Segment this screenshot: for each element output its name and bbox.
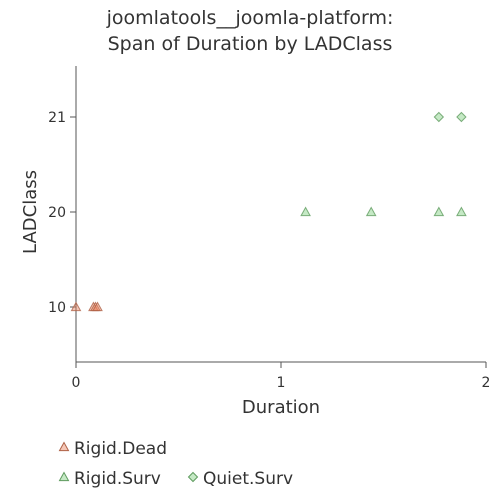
point-quiet-surv-1 <box>456 111 467 123</box>
y-axis-label: LADClass <box>20 170 41 254</box>
chart-title-line-1: joomlatools__joomla-platform: <box>106 7 394 29</box>
point-quiet-surv-0 <box>433 111 445 123</box>
x-tick-label-0: 0 <box>72 375 81 391</box>
x-tick-label-2: 2 <box>482 375 491 391</box>
legend-marker-0 <box>58 441 70 452</box>
y-tick-label-1: 20 <box>48 205 66 221</box>
point-rigid-surv-3 <box>456 206 467 217</box>
point-rigid-dead-0 <box>70 301 82 312</box>
legend-marker-1 <box>58 471 70 482</box>
y-tick-label-2: 21 <box>48 110 66 126</box>
point-rigid-surv-0 <box>300 206 311 217</box>
y-tick-label-0: 10 <box>48 300 66 316</box>
point-rigid-surv-1 <box>365 206 377 217</box>
legend-label-1: Rigid.Surv <box>74 469 161 489</box>
x-tick-label-1: 1 <box>277 375 286 391</box>
x-axis-label: Duration <box>242 397 320 418</box>
point-rigid-dead-3 <box>92 301 103 312</box>
legend-label-0: Rigid.Dead <box>74 439 167 459</box>
legend-marker-2 <box>187 471 199 483</box>
legend-label-2: Quiet.Surv <box>203 469 293 489</box>
chart-title-line-2: Span of Duration by LADClass <box>108 33 393 55</box>
point-rigid-surv-2 <box>433 206 445 217</box>
legend: Rigid.Dead Rigid.Surv Quiet.Surv <box>58 439 293 489</box>
plot-area: 0 1 2 10 20 21 <box>48 66 490 391</box>
